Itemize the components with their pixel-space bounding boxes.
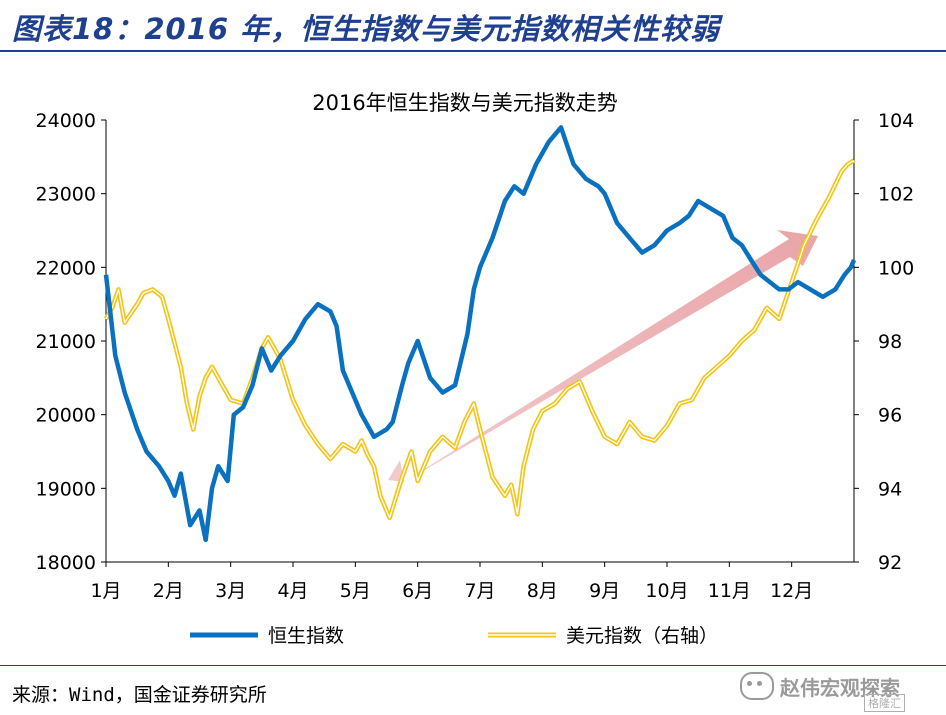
x-tick-label: 11月 <box>708 580 751 602</box>
hsi-line <box>103 125 857 543</box>
x-tick-label: 1月 <box>90 580 121 602</box>
x-tick-label: 8月 <box>527 580 558 602</box>
y-right-tick-label: 96 <box>878 405 902 427</box>
axes: 18000 19000 20000 21000 22000 23000 24000 92 94 9… <box>36 110 915 602</box>
chart: 2016年恒生指数与美元指数走势 18000 19000 20000 21000 220… <box>36 91 915 647</box>
y-right-tick-label: 102 <box>878 184 914 206</box>
y-right-tick-label: 92 <box>878 552 902 574</box>
y-left-tick-label: 19000 <box>36 478 96 500</box>
x-tick-label: 12月 <box>770 580 813 602</box>
legend-hsi-label: 恒生指数 <box>268 625 344 647</box>
trend-arrow <box>388 230 818 482</box>
x-tick-label: 7月 <box>464 580 495 602</box>
figure-title: 图表18：2016 年，恒生指数与美元指数相关性较弱 <box>12 12 721 46</box>
series-group <box>103 125 857 543</box>
legend: 恒生指数 美元指数（右轴） <box>190 625 718 647</box>
watermark-text: 赵伟宏观探索 <box>780 675 900 700</box>
x-tick-label: 3月 <box>215 580 246 602</box>
y-left-tick-label: 22000 <box>36 257 96 279</box>
legend-dxy-label: 美元指数（右轴） <box>566 625 718 647</box>
y-right-tick-label: 100 <box>878 257 914 279</box>
y-right-tick-label: 98 <box>878 331 902 353</box>
x-tick-label: 6月 <box>402 580 433 602</box>
y-left-tick-label: 24000 <box>36 110 96 132</box>
watermark-sub: 格隆汇 <box>864 694 905 712</box>
y-left-tick-label: 20000 <box>36 405 96 427</box>
chart-title: 2016年恒生指数与美元指数走势 <box>312 91 617 115</box>
y-right-tick-label: 104 <box>878 110 914 132</box>
x-tick-label: 5月 <box>340 580 371 602</box>
y-left-tick-label: 23000 <box>36 184 96 206</box>
x-tick-label: 9月 <box>589 580 620 602</box>
watermark: 赵伟宏观探索 格隆汇 <box>740 662 905 712</box>
x-tick-label: 10月 <box>645 580 688 602</box>
y-left-tick-label: 21000 <box>36 331 96 353</box>
x-tick-label: 2月 <box>153 580 184 602</box>
footer-divider <box>0 665 946 666</box>
title-divider <box>0 50 946 52</box>
source-note: 来源：Wind，国金证券研究所 <box>12 684 267 706</box>
y-left-tick-label: 18000 <box>36 552 96 574</box>
dxy-line-core <box>105 159 855 519</box>
y-right-tick-label: 94 <box>878 478 902 500</box>
wechat-icon <box>740 672 774 700</box>
x-tick-label: 4月 <box>277 580 308 602</box>
